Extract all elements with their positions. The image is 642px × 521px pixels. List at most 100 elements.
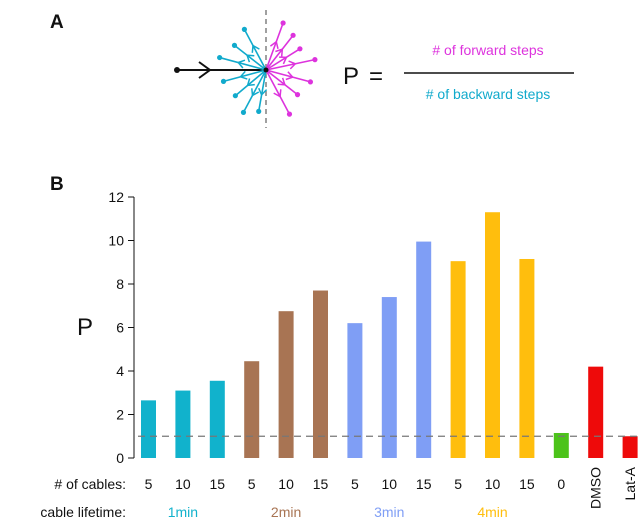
x-tick-label: 5 xyxy=(454,476,462,492)
ray-arrowhead xyxy=(246,78,255,87)
ray-tip-dot xyxy=(241,26,248,32)
ray-arrowhead xyxy=(251,44,260,53)
ray-tip-dot xyxy=(294,92,301,98)
step-ray xyxy=(219,56,267,71)
ray-tip-dot xyxy=(256,108,262,114)
x-tick-label: 10 xyxy=(278,476,294,492)
x-tick-label: 15 xyxy=(416,476,432,492)
bar xyxy=(485,212,500,458)
step-rays xyxy=(217,20,318,117)
bar xyxy=(244,361,260,458)
x-tick-label: 15 xyxy=(519,476,535,492)
y-tick-label: 2 xyxy=(116,407,124,423)
step-ray xyxy=(243,29,267,71)
x-tick-label: 15 xyxy=(313,476,329,492)
bar xyxy=(381,297,397,458)
ray-tip-dot xyxy=(312,57,318,63)
bar xyxy=(209,380,225,458)
lifetime-group-labels: 1min 2min 3min 4min xyxy=(168,504,508,520)
x-tick-label: 5 xyxy=(248,476,256,492)
bar-chart: 0 2 4 6 8 10 12 P 5 10 15 5 10 15 5 10 15 5 10 15 0 DMSO Lat… xyxy=(77,189,640,509)
bar xyxy=(278,311,294,458)
ray-arrowhead xyxy=(246,54,255,63)
ray-tip-dot xyxy=(217,54,223,61)
cables-row-label: # of cables: xyxy=(54,476,126,492)
trail-start-dot xyxy=(174,67,180,73)
ray-arrowhead xyxy=(251,88,260,97)
x-tick-labels: 5 10 15 5 10 15 5 10 15 5 10 15 0 DMSO Lat-A xyxy=(145,466,638,509)
ray-arrowhead xyxy=(288,60,297,70)
bars xyxy=(141,212,638,458)
equation-equals: = xyxy=(369,63,383,90)
lifetime-group-label: 2min xyxy=(271,504,301,520)
x-tick-label: 10 xyxy=(175,476,191,492)
ray-tip-dot xyxy=(307,79,314,85)
ray-arrowhead xyxy=(275,48,284,57)
x-tick-label: Lat-A xyxy=(622,466,638,500)
step-ray xyxy=(265,69,291,115)
step-ray xyxy=(257,69,267,112)
step-ray xyxy=(265,48,301,71)
step-ray xyxy=(265,58,316,71)
panel-b-letter: B xyxy=(50,174,64,195)
y-ticks: 0 2 4 6 8 10 12 xyxy=(108,189,134,466)
ray-arrowhead xyxy=(239,70,248,80)
trail-arrowhead xyxy=(198,61,212,79)
y-tick-label: 10 xyxy=(108,233,124,249)
y-tick-label: 12 xyxy=(108,189,124,205)
bar xyxy=(347,323,363,458)
step-ray xyxy=(265,34,294,71)
ray-arrowhead xyxy=(279,56,288,65)
ray-tip-dot xyxy=(290,32,296,38)
x-tick-label: 0 xyxy=(557,476,565,492)
ray-arrowhead xyxy=(258,87,268,97)
ray-tip-dot xyxy=(240,109,247,115)
bar xyxy=(519,258,535,458)
ray-arrowhead xyxy=(277,77,286,86)
panel-a-letter: A xyxy=(50,12,64,33)
lifetime-row-label: cable lifetime: xyxy=(40,504,126,520)
bar xyxy=(313,290,328,458)
step-ray xyxy=(265,69,299,96)
ray-arrowhead xyxy=(269,40,279,49)
bar xyxy=(553,432,569,458)
bar xyxy=(622,436,638,458)
step-ray xyxy=(242,69,267,113)
x-tick-label: 15 xyxy=(210,476,226,492)
ray-tip-dot xyxy=(280,20,286,26)
lifetime-group-label: 3min xyxy=(374,504,404,520)
y-tick-label: 4 xyxy=(116,363,124,379)
ray-arrowhead xyxy=(285,71,295,81)
lifetime-group-label: 1min xyxy=(168,504,198,520)
x-tick-label: DMSO xyxy=(588,467,604,509)
equation-denominator: # of backward steps xyxy=(426,86,551,102)
step-ray xyxy=(233,44,267,71)
x-tick-label: 10 xyxy=(382,476,398,492)
equation-lhs: P xyxy=(343,63,359,90)
bar xyxy=(588,366,604,458)
bar xyxy=(175,390,191,458)
x-tick-label: 10 xyxy=(485,476,501,492)
y-tick-label: 0 xyxy=(116,450,124,466)
ray-tip-dot xyxy=(286,111,293,117)
y-tick-label: 6 xyxy=(116,320,124,336)
step-ray xyxy=(234,69,267,97)
step-ray xyxy=(223,69,267,83)
bar xyxy=(450,261,466,458)
lifetime-group-label: 4min xyxy=(477,504,507,520)
ray-arrowhead xyxy=(273,89,282,98)
origin-dot xyxy=(263,67,269,73)
step-ray xyxy=(265,22,284,71)
equation-numerator: # of forward steps xyxy=(432,42,543,58)
y-axis-label: P xyxy=(77,314,93,341)
x-tick-label: 5 xyxy=(351,476,359,492)
y-tick-label: 8 xyxy=(116,276,124,292)
ray-tip-dot xyxy=(232,93,238,99)
x-tick-label: 5 xyxy=(145,476,153,492)
ray-tip-dot xyxy=(231,42,238,48)
bar xyxy=(141,400,156,458)
ray-tip-dot xyxy=(297,46,303,52)
ray-tip-dot xyxy=(220,78,227,84)
bar xyxy=(416,241,432,458)
